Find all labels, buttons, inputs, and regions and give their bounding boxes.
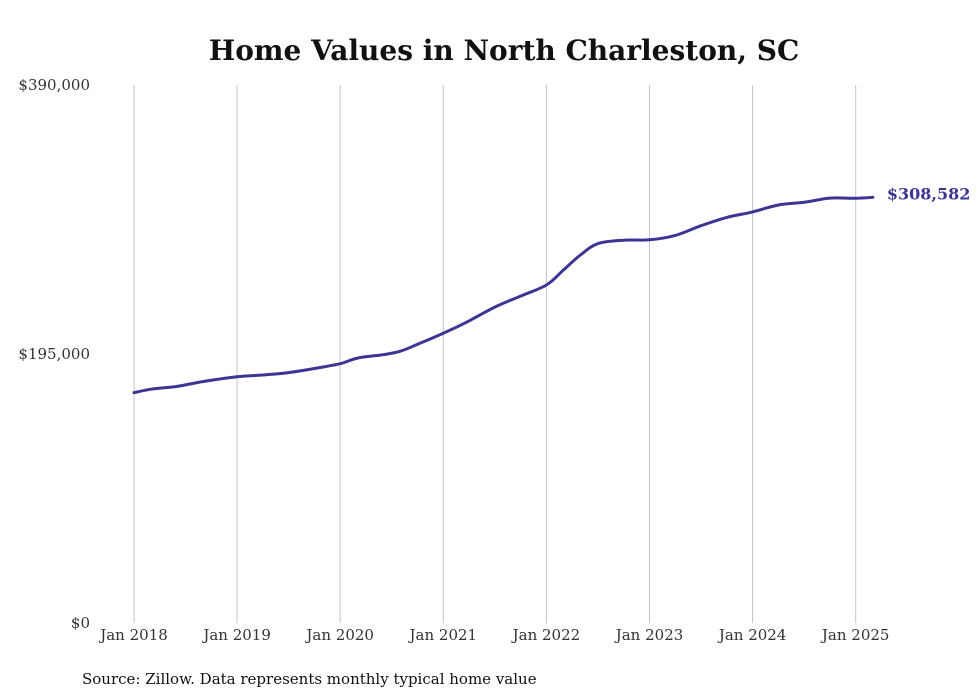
x-tick-label: Jan 2023 [614,626,684,644]
y-tick-label: $390,000 [18,76,90,94]
y-tick-label: $195,000 [18,345,90,363]
y-axis: $0 $195,000 $390,000 [18,76,90,632]
x-tick-label: Jan 2020 [304,626,374,644]
grid-layer [133,85,857,623]
x-tick-label: Jan 2022 [511,626,581,644]
x-tick-label: Jan 2018 [98,626,168,644]
x-tick-label: Jan 2024 [717,626,787,644]
chart-title: Home Values in North Charleston, SC [209,34,799,67]
y-tick-label: $0 [71,614,90,632]
x-tick-label: Jan 2021 [408,626,478,644]
series-line [132,195,875,395]
end-value-label: $308,582 [887,184,971,203]
x-tick-label: Jan 2025 [820,626,890,644]
x-tick-label: Jan 2019 [201,626,271,644]
source-note: Source: Zillow. Data represents monthly … [82,670,537,688]
x-axis: Jan 2018 Jan 2019 Jan 2020 Jan 2021 Jan 2022… [98,626,889,644]
